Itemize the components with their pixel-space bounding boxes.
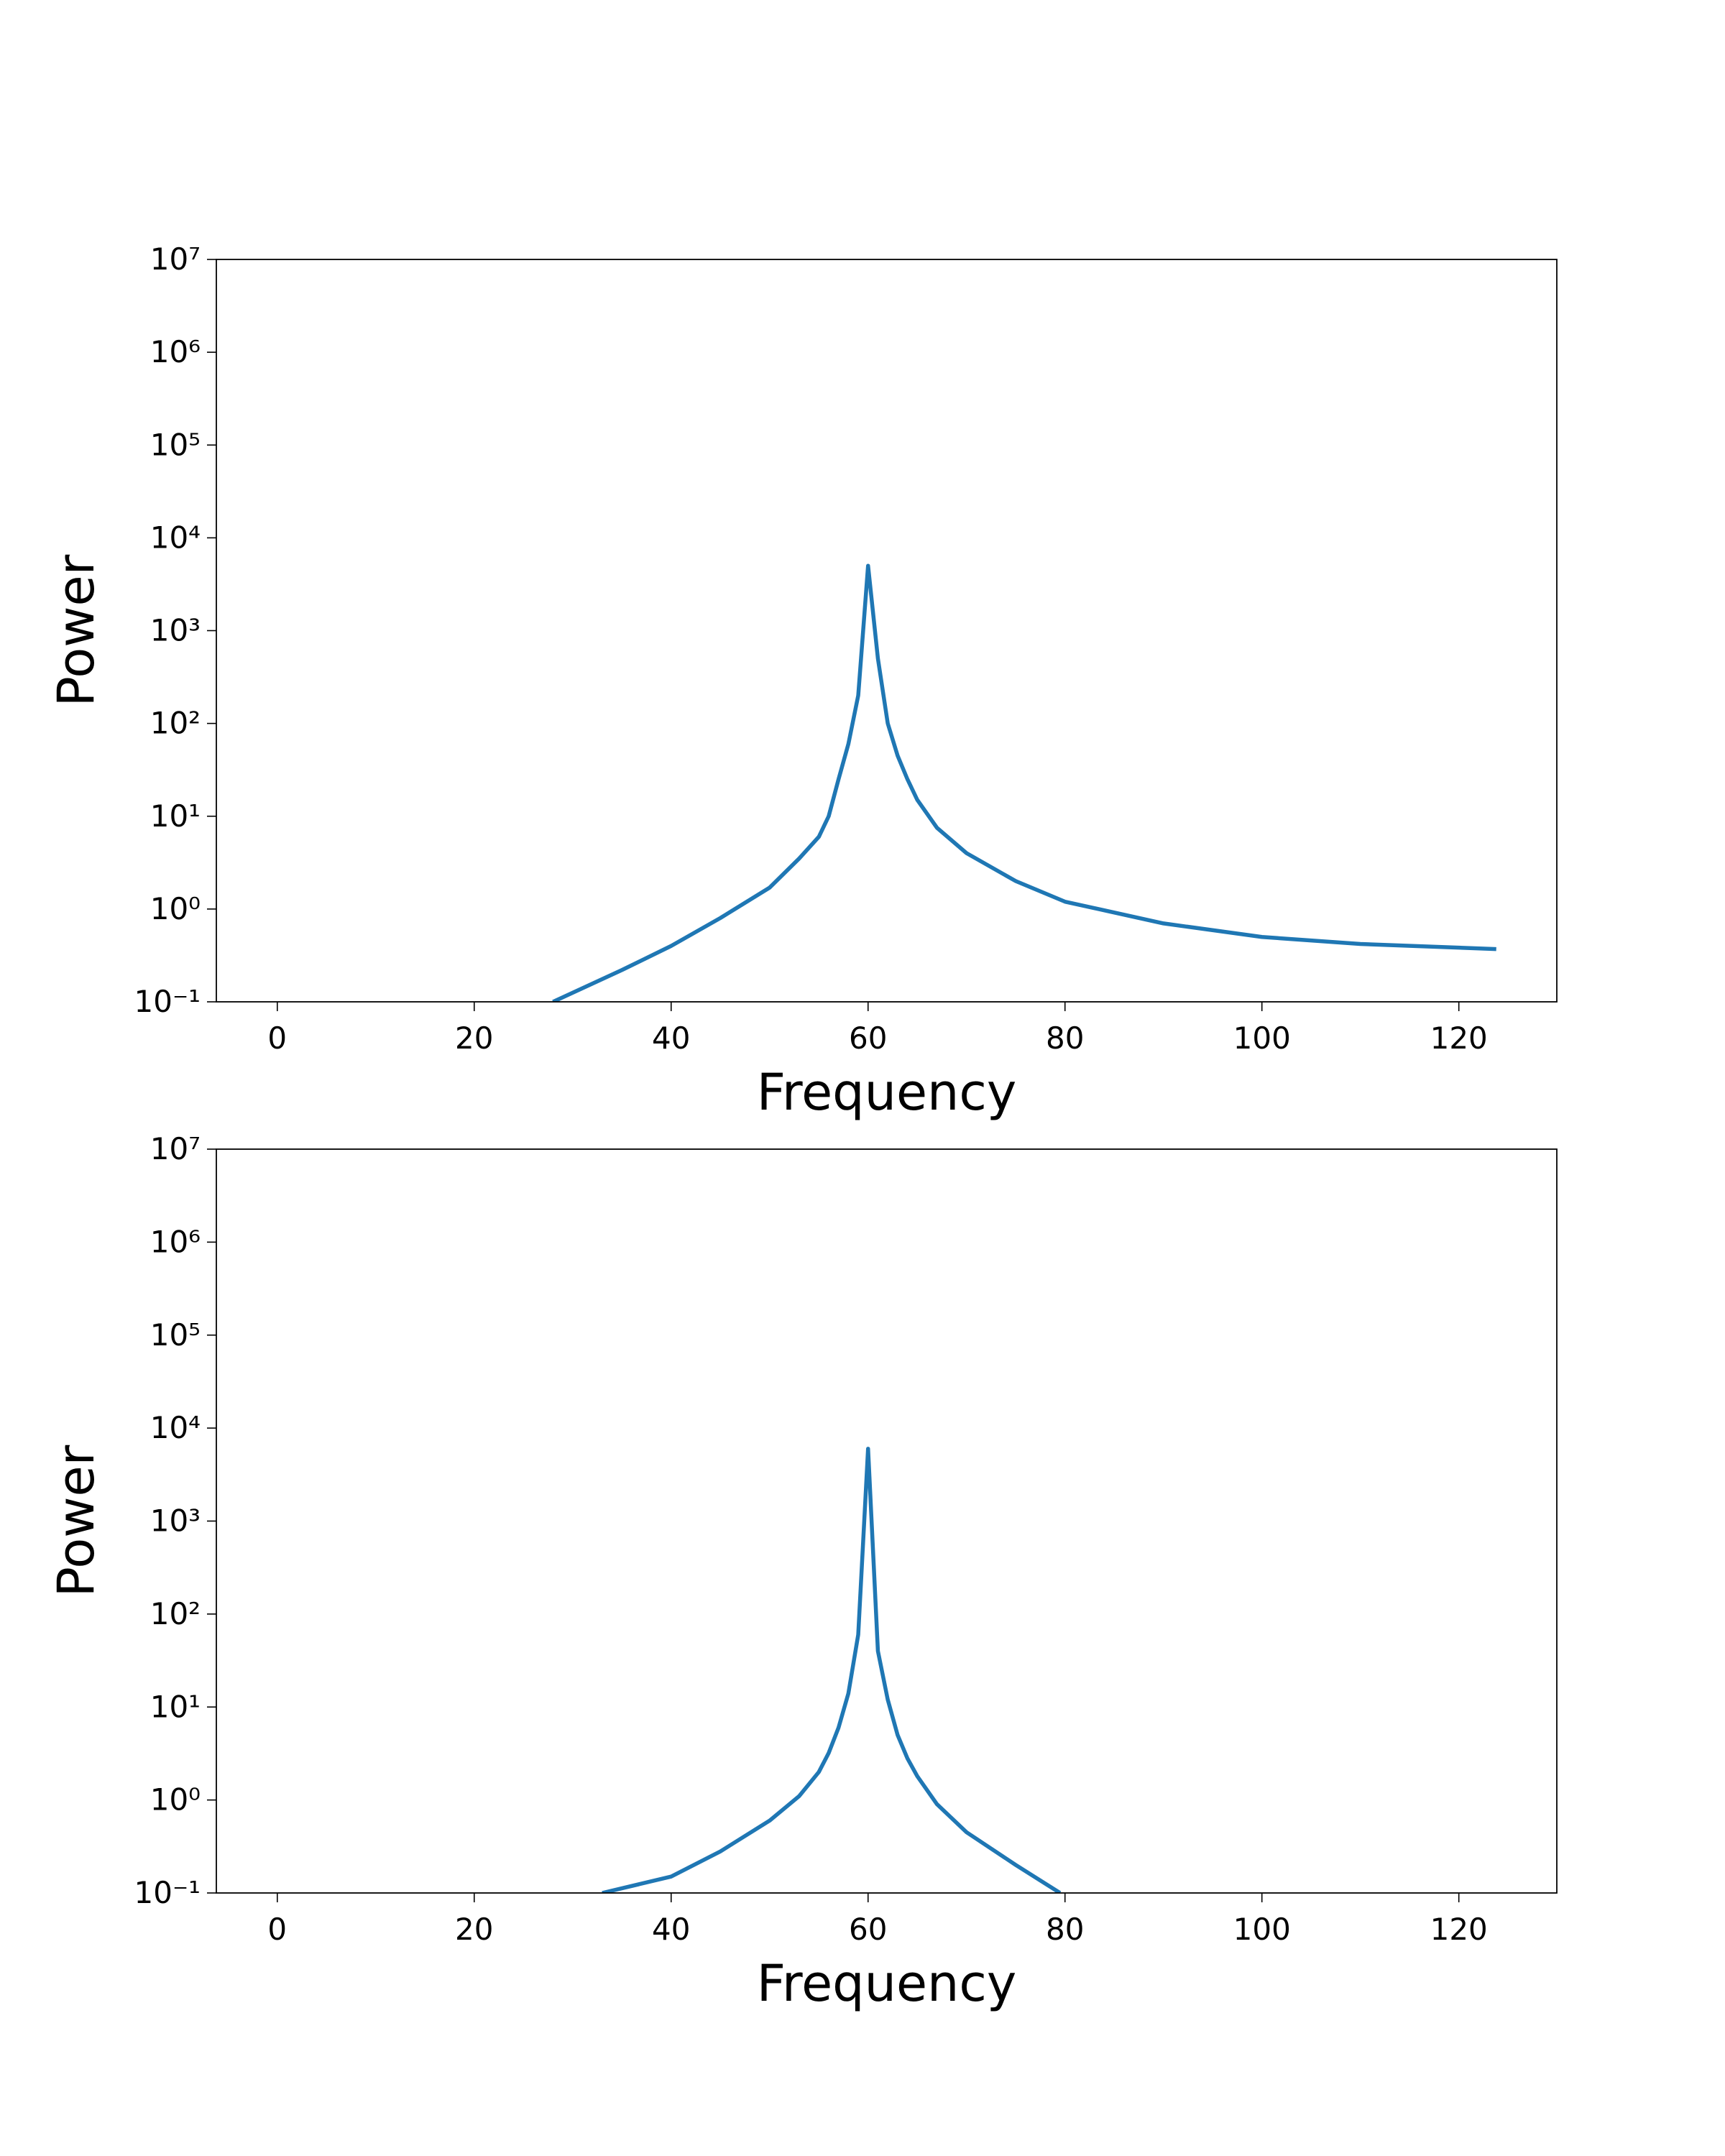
- x-tick-label: 60: [849, 1021, 887, 1056]
- x-axis-label: Frequency: [757, 1063, 1017, 1122]
- x-tick-label: 100: [1233, 1912, 1291, 1947]
- y-tick-label: 10²: [150, 706, 201, 741]
- y-tick-label: 10⁵: [150, 427, 201, 462]
- x-tick-label: 0: [267, 1912, 287, 1947]
- y-tick-label: 10⁴: [150, 520, 201, 555]
- y-tick-label: 10⁻¹: [134, 984, 201, 1019]
- x-tick-label: 80: [1046, 1021, 1084, 1056]
- x-tick-label: 120: [1430, 1021, 1488, 1056]
- axes-frame: [216, 1148, 1558, 1894]
- y-tick-label: 10¹: [150, 1689, 201, 1724]
- y-tick-label: 10⁵: [150, 1317, 201, 1353]
- axes-frame: [216, 259, 1558, 1003]
- y-tick-label: 10³: [150, 1503, 201, 1539]
- y-tick-label: 10⁰: [150, 1782, 201, 1818]
- data-line: [552, 563, 1496, 1002]
- y-tick-label: 10¹: [150, 798, 201, 834]
- x-tick-label: 40: [652, 1912, 690, 1947]
- y-tick-label: 10⁴: [150, 1410, 201, 1445]
- y-tick-label: 10²: [150, 1596, 201, 1631]
- y-tick-label: 10⁶: [150, 334, 201, 369]
- x-tick-label: 80: [1046, 1912, 1084, 1947]
- x-tick-label: 100: [1233, 1021, 1291, 1056]
- x-tick-label: 120: [1430, 1912, 1488, 1947]
- y-tick-label: 10⁶: [150, 1224, 201, 1259]
- y-tick-label: 10⁰: [150, 891, 201, 926]
- y-tick-label: 10³: [150, 613, 201, 648]
- y-tick-label: 10⁷: [150, 1131, 201, 1166]
- x-tick-label: 60: [849, 1912, 887, 1947]
- y-tick-label: 10⁻¹: [134, 1875, 201, 1910]
- x-axis-label: Frequency: [757, 1954, 1017, 2013]
- data-line: [602, 1447, 1062, 1893]
- y-axis-label: Power: [47, 1445, 106, 1597]
- y-axis-label: Power: [47, 554, 106, 706]
- y-tick-label: 10⁷: [150, 241, 201, 277]
- x-tick-label: 20: [455, 1912, 493, 1947]
- x-tick-label: 20: [455, 1021, 493, 1056]
- x-tick-label: 0: [267, 1021, 287, 1056]
- x-tick-label: 40: [652, 1021, 690, 1056]
